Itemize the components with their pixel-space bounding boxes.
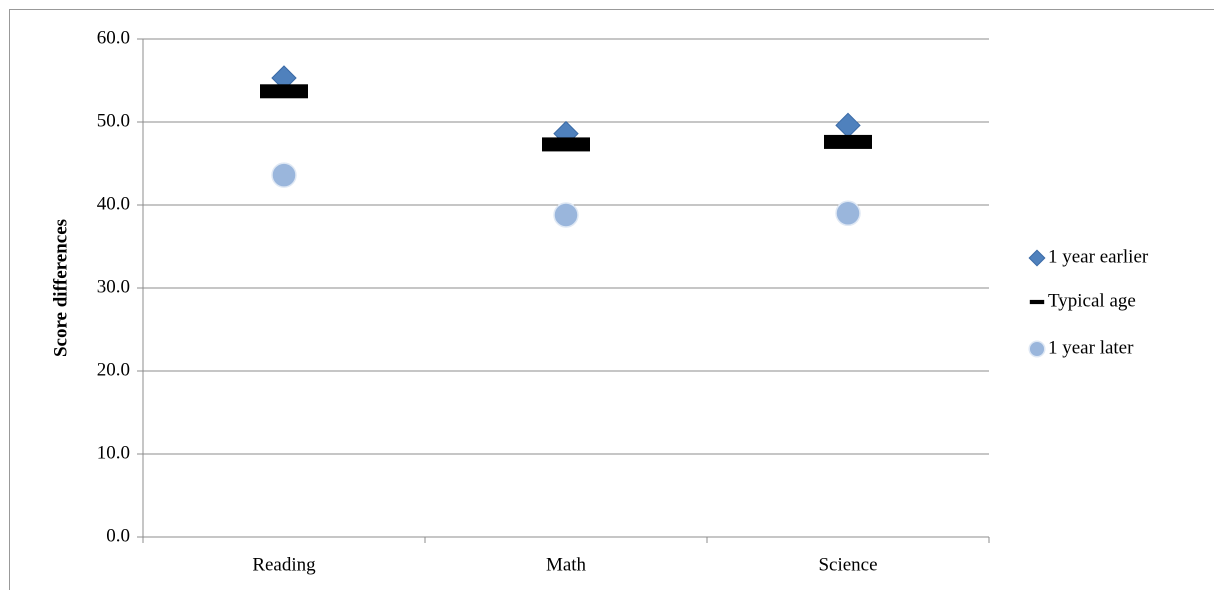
legend-label: 1 year earlier bbox=[1048, 246, 1149, 267]
y-tick-label: 10.0 bbox=[97, 442, 130, 463]
data-point bbox=[542, 137, 590, 152]
legend-marker bbox=[1028, 340, 1046, 358]
data-point bbox=[835, 200, 861, 227]
chart-frame bbox=[9, 9, 1214, 590]
data-point bbox=[835, 112, 861, 139]
data-point bbox=[260, 84, 308, 99]
data-point bbox=[824, 134, 872, 149]
data-point bbox=[271, 162, 297, 188]
x-tick-label: Math bbox=[546, 554, 587, 575]
y-tick-label: 40.0 bbox=[97, 193, 130, 214]
y-tick-label: 30.0 bbox=[97, 276, 130, 297]
legend-label: 1 year later bbox=[1048, 337, 1134, 358]
y-tick-label: 50.0 bbox=[97, 110, 130, 131]
data-point bbox=[553, 202, 579, 228]
y-tick-label: 0.0 bbox=[106, 525, 130, 546]
y-tick-label: 60.0 bbox=[97, 27, 130, 48]
y-tick-label: 20.0 bbox=[97, 359, 130, 380]
x-tick-label: Reading bbox=[252, 554, 316, 575]
legend-marker bbox=[1028, 249, 1046, 267]
legend-label: Typical age bbox=[1048, 290, 1136, 311]
x-tick-label: Science bbox=[818, 554, 877, 575]
legend-marker bbox=[1029, 299, 1045, 305]
y-axis-title: Score differences bbox=[50, 219, 71, 357]
